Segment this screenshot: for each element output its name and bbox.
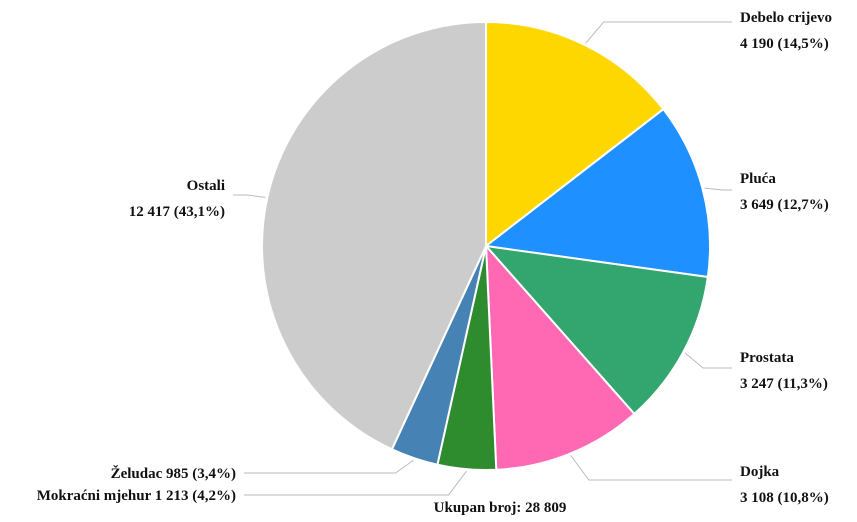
slice-label-value: 3 649 (12,7%): [740, 197, 829, 213]
pie-slices: [261, 21, 711, 471]
leader-line: [244, 470, 467, 496]
slice-label-name: Dojka: [740, 464, 780, 480]
leader-line: [684, 352, 732, 369]
leader-line: [244, 459, 414, 474]
slice-label-value: 3 108 (10,8%): [740, 490, 829, 506]
leader-lines: [233, 21, 732, 496]
slice-label-value: 4 190 (14,5%): [740, 36, 829, 52]
total-count-label: Ukupan broj: 28 809: [434, 500, 567, 516]
pie-slice-dojka: [485, 245, 636, 471]
slice-label-name: Ostali: [187, 178, 225, 194]
slice-label-value: 12 417 (43,1%): [129, 204, 225, 220]
pie-slice-debelo-crijevo: [485, 21, 665, 247]
slice-label-name: Mokraćni mjehur 1 213 (4,2%): [37, 488, 236, 504]
pie-slice-pluća: [485, 108, 711, 279]
leader-line: [585, 21, 732, 44]
slice-label-name: Prostata: [740, 350, 794, 366]
slice-label-name: Debelo crijevo: [740, 10, 832, 26]
slice-label-name: Pluća: [740, 171, 776, 187]
leader-line: [704, 187, 732, 191]
slice-label-value: 3 247 (11,3%): [740, 376, 828, 392]
leader-line: [233, 194, 266, 198]
pie-slice-ostali: [261, 21, 487, 451]
pie-slice-prostata: [485, 245, 709, 415]
slice-label-name: Želudac 985 (3,4%): [111, 465, 236, 482]
leader-line: [570, 455, 732, 481]
slice-labels: Debelo crijevo 4 190 (14,5%) Pluća 3 649 (1…: [37, 10, 832, 506]
